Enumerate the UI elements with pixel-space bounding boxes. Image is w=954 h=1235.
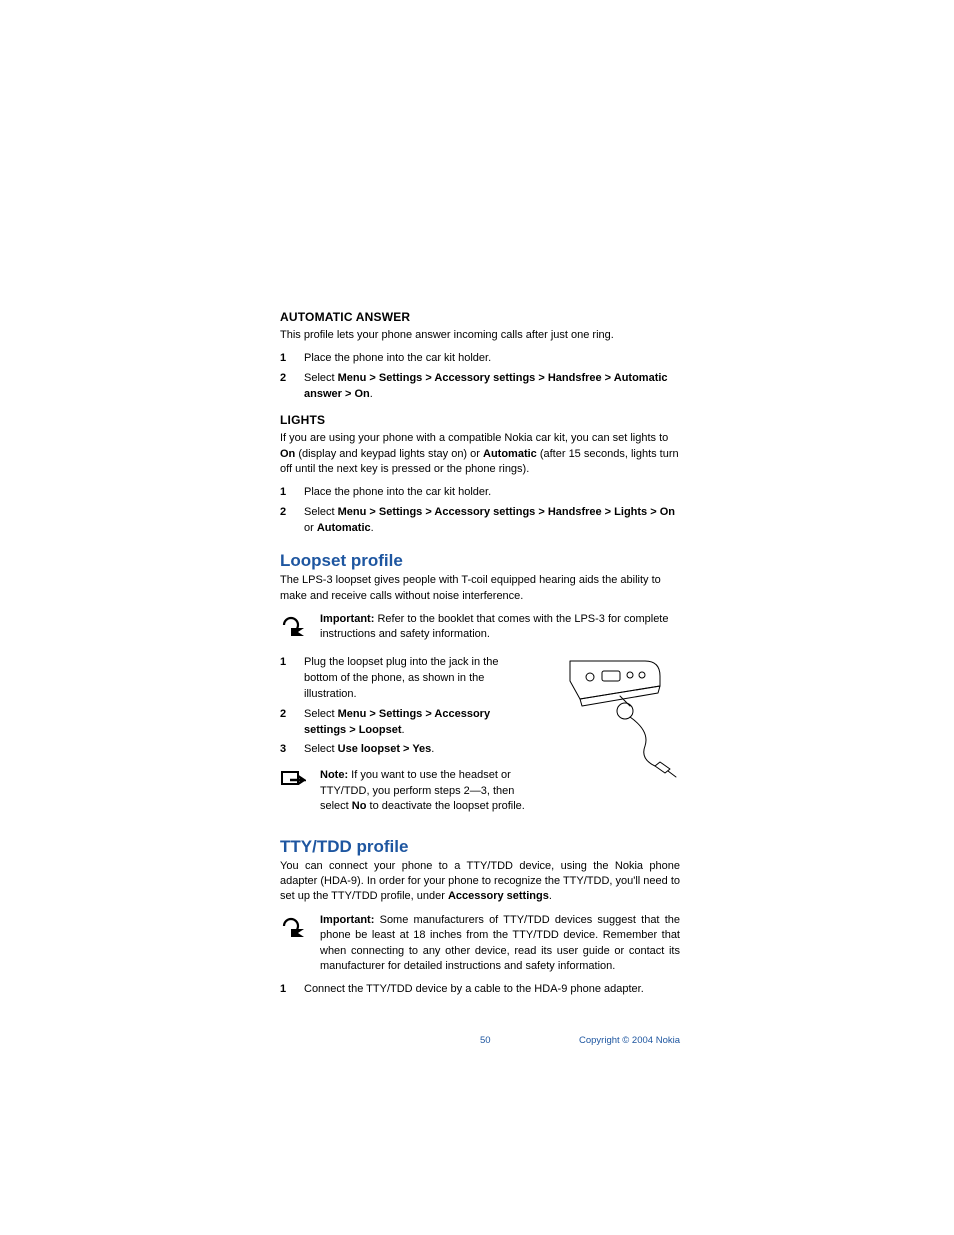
important-callout: Important: Refer to the booklet that com… bbox=[280, 612, 680, 643]
loopset-intro: The LPS-3 loopset gives people with T-co… bbox=[280, 573, 680, 604]
list-item: 1 Place the phone into the car kit holde… bbox=[280, 485, 680, 501]
auto-answer-intro: This profile lets your phone answer inco… bbox=[280, 328, 680, 343]
step-text: Select Use loopset > Yes. bbox=[304, 742, 534, 758]
step-text: Place the phone into the car kit holder. bbox=[304, 485, 680, 501]
list-item: 2 Select Menu > Settings > Accessory set… bbox=[280, 707, 534, 739]
step-lead: Select bbox=[304, 708, 338, 720]
step-number: 2 bbox=[280, 707, 290, 739]
step-bold: Use loopset > Yes bbox=[338, 743, 432, 755]
tty-steps: 1 Connect the TTY/TDD device by a cable … bbox=[280, 982, 680, 998]
intro-mid: (display and keypad lights stay on) or bbox=[295, 448, 483, 460]
step-number: 3 bbox=[280, 742, 290, 758]
step-number: 1 bbox=[280, 655, 290, 703]
document-page: AUTOMATIC ANSWER This profile lets your … bbox=[0, 0, 954, 1235]
page-number: 50 bbox=[480, 1035, 491, 1046]
important-callout: Important: Some manufacturers of TTY/TDD… bbox=[280, 913, 680, 975]
intro-bold: Automatic bbox=[483, 448, 537, 460]
step-text: Place the phone into the car kit holder. bbox=[304, 351, 680, 367]
note-post: to deactivate the loopset profile. bbox=[366, 800, 524, 812]
step-text: Select Menu > Settings > Accessory setti… bbox=[304, 371, 680, 403]
note-callout: Note: If you want to use the headset or … bbox=[280, 768, 534, 814]
auto-answer-steps: 1 Place the phone into the car kit holde… bbox=[280, 351, 680, 403]
section-auto-answer-title: AUTOMATIC ANSWER bbox=[280, 310, 680, 324]
note-text: Note: If you want to use the headset or … bbox=[320, 768, 534, 814]
step-text: Connect the TTY/TDD device by a cable to… bbox=[304, 982, 680, 998]
important-label: Important: bbox=[320, 613, 374, 625]
step-number: 1 bbox=[280, 351, 290, 367]
important-icon bbox=[280, 612, 308, 643]
list-item: 2 Select Menu > Settings > Accessory set… bbox=[280, 505, 680, 537]
content-column: AUTOMATIC ANSWER This profile lets your … bbox=[280, 310, 680, 1008]
step-tail: . bbox=[370, 388, 373, 400]
step-number: 1 bbox=[280, 982, 290, 998]
intro-bold: On bbox=[280, 448, 295, 460]
list-item: 2 Select Menu > Settings > Accessory set… bbox=[280, 371, 680, 403]
section-lights-title: LIGHTS bbox=[280, 413, 680, 427]
list-item: 3 Select Use loopset > Yes. bbox=[280, 742, 534, 758]
note-icon bbox=[280, 768, 308, 814]
important-icon bbox=[280, 913, 308, 975]
lights-intro: If you are using your phone with a compa… bbox=[280, 431, 680, 477]
step-tail: . bbox=[431, 743, 434, 755]
intro-post: . bbox=[549, 890, 552, 902]
page-footer: 50 Copyright © 2004 Nokia bbox=[280, 1035, 680, 1046]
loopset-body-row: 1 Plug the loopset plug into the jack in… bbox=[280, 651, 680, 823]
loopset-steps-col: 1 Plug the loopset plug into the jack in… bbox=[280, 651, 534, 823]
important-text: Important: Refer to the booklet that com… bbox=[320, 612, 680, 643]
intro-bold: Accessory settings bbox=[448, 890, 549, 902]
lights-steps: 1 Place the phone into the car kit holde… bbox=[280, 485, 680, 537]
note-label: Note: bbox=[320, 769, 348, 781]
intro-pre: If you are using your phone with a compa… bbox=[280, 432, 668, 444]
heading-loopset: Loopset profile bbox=[280, 551, 680, 571]
important-body: Some manufacturers of TTY/TDD devices su… bbox=[320, 914, 680, 972]
step-mid: or bbox=[304, 522, 317, 534]
step-number: 2 bbox=[280, 371, 290, 403]
step-tail: . bbox=[371, 522, 374, 534]
step-bold: Menu > Settings > Accessory settings > H… bbox=[304, 372, 668, 400]
important-text: Important: Some manufacturers of TTY/TDD… bbox=[320, 913, 680, 975]
step-number: 2 bbox=[280, 505, 290, 537]
loopset-steps: 1 Plug the loopset plug into the jack in… bbox=[280, 655, 534, 759]
loopset-illustration bbox=[550, 651, 680, 781]
list-item: 1 Connect the TTY/TDD device by a cable … bbox=[280, 982, 680, 998]
step-text: Select Menu > Settings > Accessory setti… bbox=[304, 707, 534, 739]
step-tail: . bbox=[402, 724, 405, 736]
list-item: 1 Place the phone into the car kit holde… bbox=[280, 351, 680, 367]
step-lead: Select bbox=[304, 372, 338, 384]
step-text: Select Menu > Settings > Accessory setti… bbox=[304, 505, 680, 537]
step-lead: Select bbox=[304, 743, 338, 755]
step-bold: Automatic bbox=[317, 522, 371, 534]
note-bold: No bbox=[352, 800, 367, 812]
list-item: 1 Plug the loopset plug into the jack in… bbox=[280, 655, 534, 703]
step-bold: Menu > Settings > Accessory settings > H… bbox=[338, 506, 675, 518]
step-lead: Select bbox=[304, 506, 338, 518]
step-number: 1 bbox=[280, 485, 290, 501]
heading-tty: TTY/TDD profile bbox=[280, 837, 680, 857]
tty-intro: You can connect your phone to a TTY/TDD … bbox=[280, 859, 680, 905]
copyright-text: Copyright © 2004 Nokia bbox=[579, 1035, 680, 1046]
step-text: Plug the loopset plug into the jack in t… bbox=[304, 655, 534, 703]
important-label: Important: bbox=[320, 914, 374, 926]
